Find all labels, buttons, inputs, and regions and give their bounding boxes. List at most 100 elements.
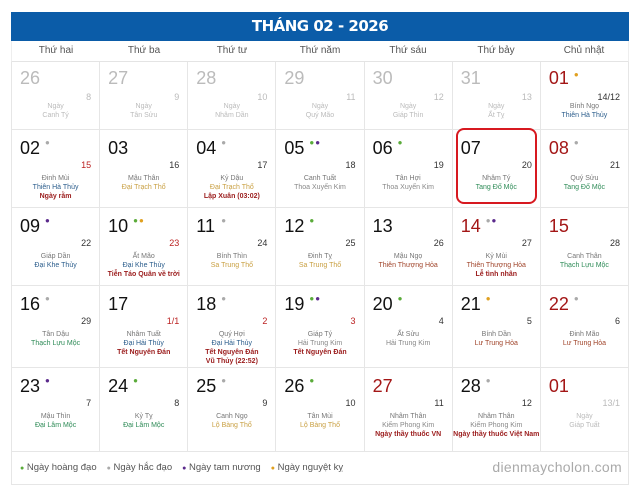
element: Lộ Bàng Thổ xyxy=(300,422,340,429)
day-number: 13 xyxy=(372,216,393,236)
lunar-date: 2 xyxy=(262,316,268,326)
day-type-dots: ● xyxy=(398,294,404,303)
event: Ngày thầy thuốc VN xyxy=(375,431,442,438)
can-chi: Bính Dần xyxy=(481,331,511,338)
day-cell[interactable]: 30 12 Ngày Giáp Thìn xyxy=(364,62,453,130)
hac-dao-dot-icon: ● xyxy=(221,376,228,385)
day-cell[interactable]: 23 ● 7 Mậu Thìn Đại Lâm Mộc xyxy=(12,368,101,452)
day-number: 08 xyxy=(548,138,569,158)
day-cell[interactable]: 03 16 Mậu Thân Đại Trạch Thổ xyxy=(100,130,189,208)
day-cell[interactable]: 24 ● 8 Kỷ Tỵ Đại Lâm Mộc xyxy=(100,368,189,452)
lunar-date: 28 xyxy=(609,238,620,248)
day-cell[interactable]: 08 ● 21 Quý Sửu Tang Đố Mộc xyxy=(540,130,629,208)
day-cell[interactable]: 27 9 Ngày Tân Sửu xyxy=(100,62,189,130)
element: Đại Khe Thủy xyxy=(122,262,165,269)
weekday-header: Thứ hai Thứ ba Thứ tư Thứ năm Thứ sáu Thứ bảy… xyxy=(11,41,629,62)
element: Đại Hải Thủy xyxy=(211,340,253,347)
element: Thạch Lựu Mộc xyxy=(31,340,81,347)
can-chi: Ngày xyxy=(488,103,505,110)
day-cell[interactable]: 31 13 Ngày Ất Tỵ xyxy=(452,62,541,130)
element: Giáp Thìn xyxy=(392,112,424,119)
element: Đại Hải Thủy xyxy=(123,340,164,347)
day-cell[interactable]: 18 ● 2 Quý Hợi Đại Hải Thủy Tết Nguyên Đán Vũ … xyxy=(188,286,277,368)
day-cell[interactable]: 27 11 Nhâm Thân Kiếm Phong Kim Ngày thầy thu… xyxy=(364,368,453,452)
weekday-label: Chủ nhật xyxy=(563,45,605,56)
day-type-dots: ●● xyxy=(309,294,321,303)
day-cell[interactable]: 15 28 Canh Thân Thạch Lựu Mộc xyxy=(540,208,629,286)
day-cell[interactable]: 09 ● 22 Giáp Dần Đại Khe Thủy xyxy=(12,208,101,286)
day-cell[interactable]: 25 ● 9 Canh Ngọ Lộ Bàng Thổ xyxy=(188,368,277,452)
day-number: 28 xyxy=(460,376,481,396)
hoang-dao-dot-icon: ● xyxy=(397,294,404,303)
day-type-dots: ● xyxy=(486,294,492,303)
day-number: 03 xyxy=(108,138,129,158)
hac-dao-dot-icon: ● xyxy=(45,294,51,303)
element: Thiên Hà Thủy xyxy=(32,184,79,191)
day-cell[interactable]: 19 ●● 3 Giáp Tý Hải Trung Kim Tết Nguyên Đán xyxy=(276,286,365,368)
lunar-date: 20 xyxy=(521,160,532,170)
weekday-label: Thứ hai xyxy=(38,45,74,56)
day-cell[interactable]: 29 11 Ngày Quý Mão xyxy=(276,62,365,130)
lunar-date: 29 xyxy=(81,316,92,326)
day-type-dots: ● xyxy=(221,376,227,385)
calendar-grid: 26 8 Ngày Canh Tý 27 9 Ngày Tân Sửu 28 10 Ngày Nhâm… xyxy=(11,62,629,452)
month-title: THÁNG 02 - 2026 xyxy=(11,12,629,41)
day-cell[interactable]: 28 ● 12 Nhâm Thân Kiếm Phong Kim Ngày thầy th… xyxy=(452,368,541,452)
hac-dao-dot-icon: ● xyxy=(45,138,51,147)
can-chi: Giáp Tý xyxy=(307,331,333,338)
element: Tang Đố Mộc xyxy=(563,184,606,191)
element: Thoa Xuyến Kim xyxy=(382,184,434,191)
day-number: 24 xyxy=(108,376,129,396)
can-chi: Bính Thìn xyxy=(216,253,247,260)
element: Canh Tý xyxy=(42,112,69,119)
element: Ất Tỵ xyxy=(488,112,505,119)
day-cell[interactable]: 26 ● 10 Tân Mùi Lộ Bàng Thổ xyxy=(276,368,365,452)
event: Lập Xuân (03:02) xyxy=(203,193,260,200)
element: Tang Đố Mộc xyxy=(475,184,517,191)
lunar-date: 21 xyxy=(609,160,620,170)
day-cell[interactable]: 11 ● 24 Bính Thìn Sa Trung Thổ xyxy=(188,208,277,286)
day-type-dots: ● xyxy=(45,216,51,225)
day-cell[interactable]: 01 13/1 Ngày Giáp Tuất xyxy=(540,368,629,452)
day-cell[interactable]: 28 10 Ngày Nhâm Dần xyxy=(188,62,277,130)
lunar-date: 14/12 xyxy=(597,92,620,102)
day-cell[interactable]: 07 20 Nhâm Tý Tang Đố Mộc xyxy=(452,128,541,208)
day-cell[interactable]: 14 ●● 27 Kỷ Mùi Thiên Thượng Hỏa Lễ tình nhân xyxy=(452,208,541,286)
day-cell[interactable]: 21 ● 5 Bính Dần Lư Trung Hỏa xyxy=(452,286,541,368)
day-cell[interactable]: 10 ●● 23 Ất Mão Đại Khe Thủy Tiễn Táo Quân về… xyxy=(100,208,189,286)
can-chi: Ngày xyxy=(399,103,417,110)
can-chi: Mậu Thìn xyxy=(40,413,71,420)
day-number: 28 xyxy=(196,68,217,88)
element: Lư Trung Hỏa xyxy=(474,340,518,347)
can-chi: Nhâm Thân xyxy=(478,413,515,420)
can-chi: Tân Hợi xyxy=(395,175,421,182)
day-cell[interactable]: 16 ● 29 Tân Dậu Thạch Lựu Mộc xyxy=(12,286,101,368)
lunar-date: 9 xyxy=(262,398,268,408)
day-cell[interactable]: 17 1/1 Nhâm Tuất Đại Hải Thủy Tết Nguyên Đán xyxy=(100,286,189,368)
element: Đại Lâm Mộc xyxy=(34,422,77,429)
can-chi: Ất Sửu xyxy=(397,331,420,338)
lunar-date: 24 xyxy=(257,238,268,248)
day-cell[interactable]: 04 ● 17 Kỷ Dậu Đại Trạch Thổ Lập Xuân (03:02) xyxy=(188,130,277,208)
day-number: 05 xyxy=(284,138,305,158)
lunar-date: 26 xyxy=(433,238,444,248)
day-cell[interactable]: 13 26 Mậu Ngọ Thiên Thượng Hỏa xyxy=(364,208,453,286)
day-cell[interactable]: 20 ● 4 Ất Sửu Hải Trung Kim xyxy=(364,286,453,368)
tam-nuong-dot-icon: ● xyxy=(182,465,187,472)
day-cell[interactable]: 12 ● 25 Đinh Tỵ Sa Trung Thổ xyxy=(276,208,365,286)
element: Đại Lâm Mộc xyxy=(123,422,165,429)
day-cell[interactable]: 01 ● 14/12 Bính Ngọ Thiên Hà Thủy xyxy=(540,62,629,130)
day-cell[interactable]: 06 ● 19 Tân Hợi Thoa Xuyến Kim xyxy=(364,130,453,208)
weekday-label: Thứ bảy xyxy=(477,45,515,56)
day-cell[interactable]: 05 ●● 18 Canh Tuất Thoa Xuyến Kim xyxy=(276,130,365,208)
hac-dao-dot-icon: ● xyxy=(221,138,228,147)
hoang-dao-dot-icon: ● xyxy=(397,138,404,147)
day-number: 29 xyxy=(284,68,305,88)
day-cell[interactable]: 26 8 Ngày Canh Tý xyxy=(12,62,101,130)
weekday-label: Thứ ba xyxy=(127,45,161,56)
day-cell[interactable]: 22 ● 6 Đinh Mão Lư Trung Hỏa xyxy=(540,286,629,368)
lunar-date: 8 xyxy=(174,398,180,408)
day-cell[interactable]: 02 ● 15 Đinh Mùi Thiên Hà Thủy Ngày rằm xyxy=(12,130,101,208)
weekday-label: Thứ năm xyxy=(299,45,341,56)
hoang-dao-dot-icon: ● xyxy=(309,376,316,385)
